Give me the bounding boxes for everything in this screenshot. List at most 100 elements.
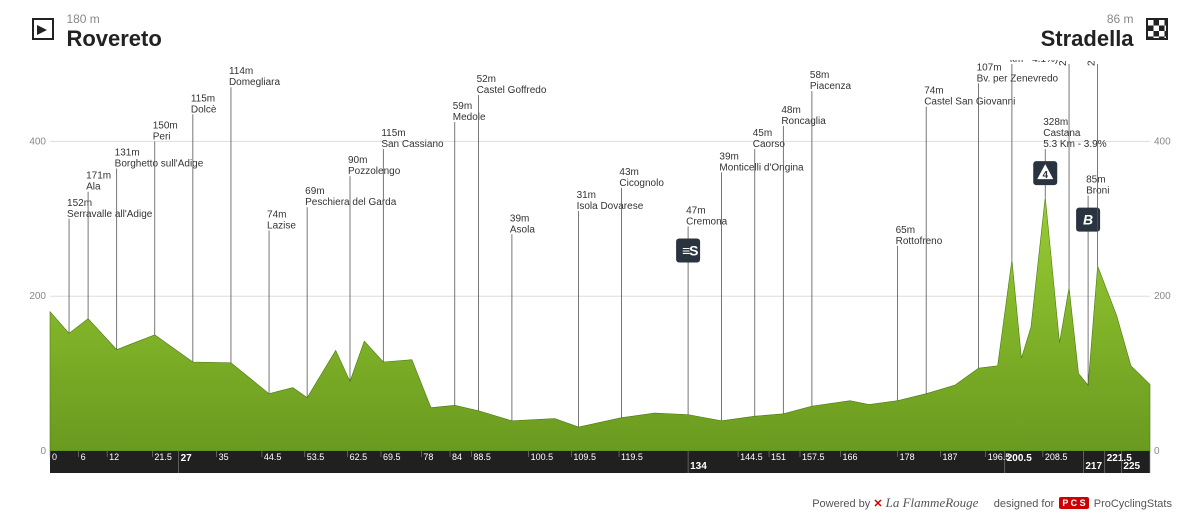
svg-text:0: 0 [40,446,46,457]
svg-text:107m: 107m [977,62,1002,73]
svg-text:187: 187 [942,452,957,462]
svg-text:178: 178 [900,452,915,462]
svg-text:74m: 74m [924,86,943,97]
svg-text:Dolcè: Dolcè [191,104,217,115]
svg-text:km - 4.1%): km - 4.1%) [1010,60,1058,65]
svg-text:59m: 59m [453,101,472,112]
svg-text:85m: 85m [1086,175,1105,186]
elevation-chart: 00200200400400152mSerravalle all'Adige17… [24,60,1176,473]
svg-text:B: B [1083,212,1093,228]
finish-flag-icon [1146,18,1168,40]
svg-text:39m: 39m [719,151,738,162]
start-name: Rovereto [66,26,161,52]
svg-text:225: 225 [1123,461,1140,472]
svg-text:Castel San Giovanni: Castel San Giovanni [924,97,1015,108]
svg-text:88.5: 88.5 [473,452,491,462]
svg-text:21.5: 21.5 [154,452,172,462]
svg-text:Ala: Ala [86,182,101,193]
svg-text:Domegliara: Domegliara [229,77,281,88]
svg-text:48m: 48m [781,105,800,116]
svg-text:157.5: 157.5 [802,452,825,462]
svg-text:166: 166 [842,452,857,462]
svg-text:400: 400 [1154,136,1171,147]
svg-text:Peri: Peri [153,131,171,142]
svg-text:31m: 31m [577,190,596,201]
elevation-svg: 00200200400400152mSerravalle all'Adige17… [24,60,1176,473]
stage-header: 180 m Rovereto 86 m Stradella [0,12,1200,58]
svg-text:400: 400 [29,136,46,147]
svg-text:200: 200 [1154,291,1171,302]
svg-text:Castana: Castana [1043,128,1081,139]
svg-text:109.5: 109.5 [573,452,596,462]
svg-text:Pozzolengo: Pozzolengo [348,166,401,177]
svg-text:239m - Canneto Pavese (2.6 km: 239m - Canneto Pavese (2.6 km - 5.7%) [1087,60,1098,66]
svg-text:44.5: 44.5 [264,452,282,462]
svg-text:San Cassiano: San Cassiano [381,139,444,150]
svg-text:6: 6 [81,452,86,462]
svg-text:45m: 45m [753,128,772,139]
svg-text:69m: 69m [305,186,324,197]
svg-text:0: 0 [52,452,57,462]
start-elevation: 180 m [66,12,161,26]
svg-text:58m: 58m [810,70,829,81]
svg-text:Rottofreno: Rottofreno [896,236,943,247]
pcs-badge: P C S [1059,497,1088,509]
finish-elevation: 86 m [1041,12,1134,26]
svg-text:211m - Cicognola (1.4 km - 7.5: 211m - Cicognola (1.4 km - 7.5%) [1058,60,1069,66]
svg-text:Roncaglia: Roncaglia [781,116,826,127]
svg-text:Caorso: Caorso [753,139,786,150]
start-location: 180 m Rovereto [32,12,162,52]
svg-text:200: 200 [29,291,46,302]
svg-text:Piacenza: Piacenza [810,81,852,92]
svg-text:47m: 47m [686,206,705,217]
svg-text:84: 84 [452,452,462,462]
finish-name: Stradella [1041,26,1134,52]
designed-for-label: designed for [994,498,1055,510]
svg-text:100.5: 100.5 [531,452,554,462]
svg-text:144.5: 144.5 [740,452,763,462]
finish-location: 86 m Stradella [1041,12,1168,52]
svg-text:12: 12 [109,452,119,462]
svg-text:Castel Goffredo: Castel Goffredo [477,85,547,96]
svg-text:328m: 328m [1043,117,1068,128]
svg-text:119.5: 119.5 [621,452,643,462]
svg-text:43m: 43m [619,167,638,178]
start-flag-icon [32,18,54,40]
svg-text:Monticelli d'Ongina: Monticelli d'Ongina [719,162,804,173]
lfr-name: La FlammeRouge [886,495,979,510]
svg-text:114m: 114m [229,66,253,77]
svg-text:150m: 150m [153,120,178,131]
svg-text:171m: 171m [86,171,111,182]
svg-text:Medole: Medole [453,112,486,123]
svg-text:39m: 39m [510,213,529,224]
pcs-name: ProCyclingStats [1094,498,1172,510]
svg-text:115m: 115m [191,93,215,104]
svg-text:208.5: 208.5 [1045,452,1068,462]
svg-text:27: 27 [181,453,193,464]
svg-text:Lazise: Lazise [267,220,296,231]
svg-text:S: S [689,243,698,259]
svg-text:69.5: 69.5 [383,452,401,462]
svg-text:131m: 131m [115,147,140,158]
svg-text:53.5: 53.5 [307,452,325,462]
svg-text:217: 217 [1085,461,1102,472]
svg-text:200.5: 200.5 [1007,453,1032,464]
svg-text:Serravalle all'Adige: Serravalle all'Adige [67,209,153,220]
svg-text:74m: 74m [267,209,286,220]
svg-text:Borghetto sull'Adige: Borghetto sull'Adige [115,158,204,169]
svg-text:90m: 90m [348,155,367,166]
svg-text:78: 78 [423,452,433,462]
svg-text:5.3 Km - 3.9%: 5.3 Km - 3.9% [1043,139,1106,150]
lfr-mark-icon: ✕ [873,498,882,510]
svg-text:115m: 115m [381,128,405,139]
svg-text:65m: 65m [896,225,915,236]
svg-text:231: 231 [1152,453,1169,464]
svg-text:Cicognolo: Cicognolo [619,178,664,189]
svg-text:62.5: 62.5 [350,452,368,462]
svg-text:35: 35 [219,452,229,462]
svg-text:Bv. per Zenevredo: Bv. per Zenevredo [977,73,1059,84]
powered-by-label: Powered by [812,498,870,510]
svg-text:Asola: Asola [510,224,535,235]
svg-text:4: 4 [1042,170,1048,181]
svg-text:134: 134 [690,461,707,472]
